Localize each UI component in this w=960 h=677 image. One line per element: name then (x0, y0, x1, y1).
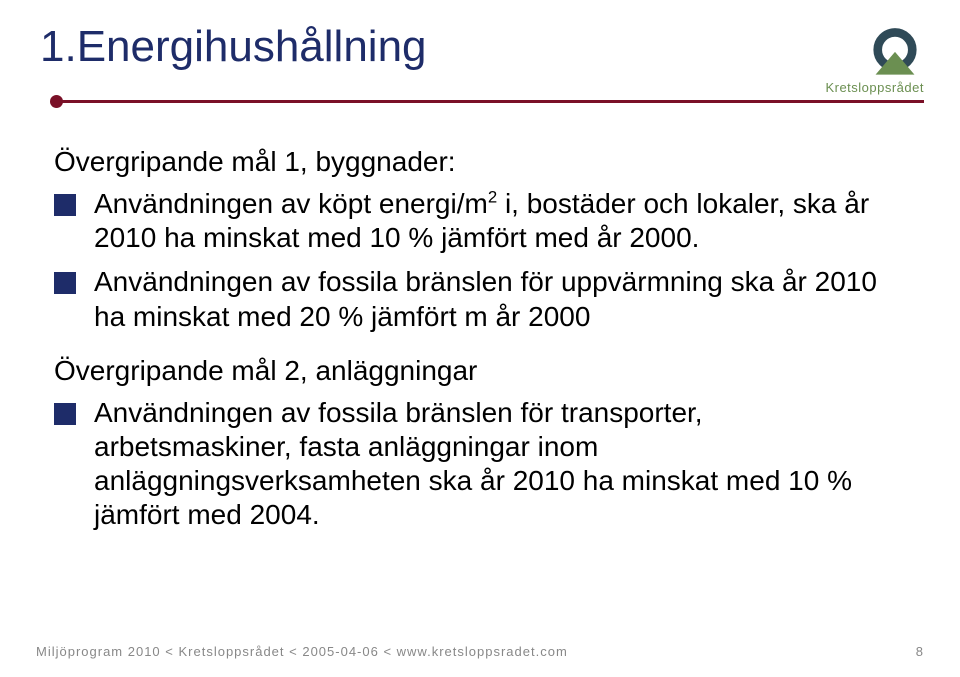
slide-title: 1.Energihushållning (40, 22, 427, 72)
footer-left: Miljöprogram 2010 < Kretsloppsrådet < 20… (36, 644, 568, 659)
bullet-item: Användningen av köpt energi/m2 i, bostäd… (54, 187, 900, 255)
section1-heading: Övergripande mål 1, byggnader: (54, 145, 900, 179)
page-number: 8 (916, 644, 924, 659)
square-bullet-icon (54, 194, 76, 216)
square-bullet-icon (54, 272, 76, 294)
slide: 1.Energihushållning Kretsloppsrådet Över… (0, 0, 960, 677)
bullet-text: Användningen av köpt energi/m2 i, bostäd… (94, 187, 900, 255)
bullet-item: Användningen av fossila bränslen för upp… (54, 265, 900, 333)
brand-logo-icon (868, 26, 922, 85)
content-area: Övergripande mål 1, byggnader: Användnin… (54, 145, 900, 543)
bullet-text: Användningen av fossila bränslen för tra… (94, 396, 900, 533)
section2-heading: Övergripande mål 2, anläggningar (54, 354, 900, 388)
footer: Miljöprogram 2010 < Kretsloppsrådet < 20… (36, 644, 924, 659)
bullet-text: Användningen av fossila bränslen för upp… (94, 265, 900, 333)
square-bullet-icon (54, 403, 76, 425)
brand-name: Kretsloppsrådet (825, 80, 924, 95)
horizontal-rule (58, 100, 924, 103)
bullet-item: Användningen av fossila bränslen för tra… (54, 396, 900, 533)
